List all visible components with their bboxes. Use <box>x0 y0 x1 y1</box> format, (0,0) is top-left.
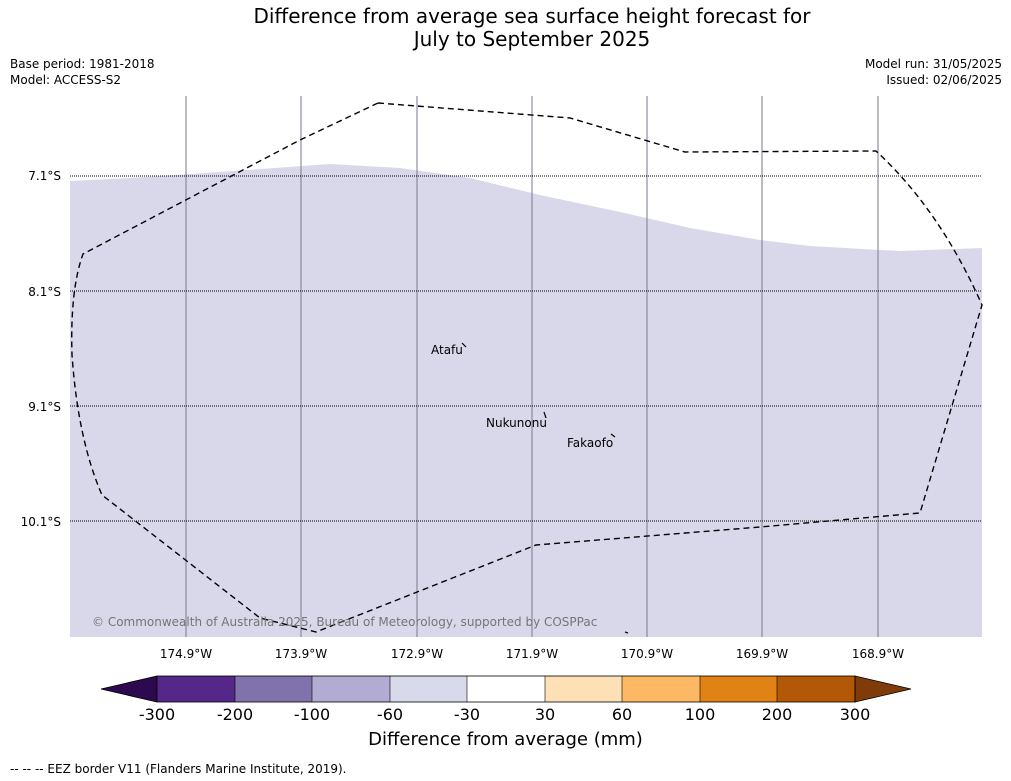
lon-label: 168.9°W <box>852 647 904 661</box>
colorbar-segment <box>622 676 700 702</box>
colorbar-tick: -60 <box>377 705 403 724</box>
colorbar: -300 -200 -100 -60 -30 30 60 100 200 300 <box>100 675 912 724</box>
colorbar-tick: -30 <box>454 705 480 724</box>
colorbar-segment <box>700 676 777 702</box>
latitude-gridlines <box>70 175 982 522</box>
lat-label: 10.1°S <box>21 515 61 529</box>
colorbar-ticks: -300 -200 -100 -60 -30 30 60 100 200 300 <box>139 705 870 724</box>
forecast-map: Atafu Nukunonu Fakaofo 7.1°S 8.1°S 9.1°S… <box>21 96 983 724</box>
eez-legend-note: -- -- -- EEZ border V11 (Flanders Marine… <box>10 762 347 776</box>
fakaofo-island-marker <box>610 433 616 438</box>
lat-label: 8.1°S <box>28 285 61 299</box>
colorbar-tick: 200 <box>762 705 793 724</box>
colorbar-tick: 300 <box>840 705 871 724</box>
longitude-labels: 174.9°W 173.9°W 172.9°W 171.9°W 170.9°W … <box>160 647 904 661</box>
colorbar-segment <box>545 676 622 702</box>
lon-label: 170.9°W <box>621 647 673 661</box>
place-label-fakaofo: Fakaofo <box>567 436 613 450</box>
eez-border <box>71 102 983 633</box>
colorbar-tick: 30 <box>535 705 555 724</box>
colorbar-tick: -300 <box>139 705 175 724</box>
chart-title: Difference from average sea surface heig… <box>0 5 1011 51</box>
model-name: Model: ACCESS-S2 <box>10 73 122 87</box>
latitude-labels: 7.1°S 8.1°S 9.1°S 10.1°S <box>21 169 61 529</box>
colorbar-tick: 60 <box>612 705 632 724</box>
colorbar-tick: -200 <box>217 705 253 724</box>
colorbar-segment <box>157 676 235 702</box>
colorbar-segment <box>235 676 312 702</box>
issued-date: Issued: 02/06/2025 <box>886 73 1002 87</box>
lat-label: 7.1°S <box>28 169 61 183</box>
colorbar-outline <box>156 675 856 703</box>
lon-label: 174.9°W <box>160 647 212 661</box>
title-line-1: Difference from average sea surface heig… <box>253 4 811 28</box>
colorbar-dividers <box>234 676 778 702</box>
colorbar-extend-low <box>100 675 158 703</box>
colorbar-extend-high <box>854 675 912 703</box>
longitude-gridlines <box>185 96 879 637</box>
base-period: Base period: 1981-2018 <box>10 57 155 71</box>
colorbar-tick: -100 <box>294 705 330 724</box>
copyright-notice: © Commonwealth of Australia 2025, Bureau… <box>92 615 597 629</box>
lon-label: 169.9°W <box>736 647 788 661</box>
anomaly-fill <box>70 164 982 637</box>
meta-left: Base period: 1981-2018 Model: ACCESS-S2 <box>10 56 155 88</box>
colorbar-segment <box>777 676 855 702</box>
model-run: Model run: 31/05/2025 <box>864 57 1002 71</box>
colorbar-label: Difference from average (mm) <box>368 729 643 750</box>
place-label-nukunonu: Nukunonu <box>486 416 547 430</box>
lon-label: 171.9°W <box>506 647 558 661</box>
lat-label: 9.1°S <box>28 400 61 414</box>
nukunonu-island-marker <box>543 411 547 419</box>
atafu-island-marker <box>461 342 467 348</box>
reef-marker <box>624 631 629 634</box>
place-label-atafu: Atafu <box>431 343 463 357</box>
colorbar-segment <box>312 676 390 702</box>
colorbar-segment <box>467 676 545 702</box>
colorbar-tick: 100 <box>685 705 716 724</box>
colorbar-segment <box>390 676 467 702</box>
meta-right: Model run: 31/05/2025 Issued: 02/06/2025 <box>865 56 1002 88</box>
lon-label: 173.9°W <box>275 647 327 661</box>
title-line-2: July to September 2025 <box>413 27 651 51</box>
lon-label: 172.9°W <box>391 647 443 661</box>
